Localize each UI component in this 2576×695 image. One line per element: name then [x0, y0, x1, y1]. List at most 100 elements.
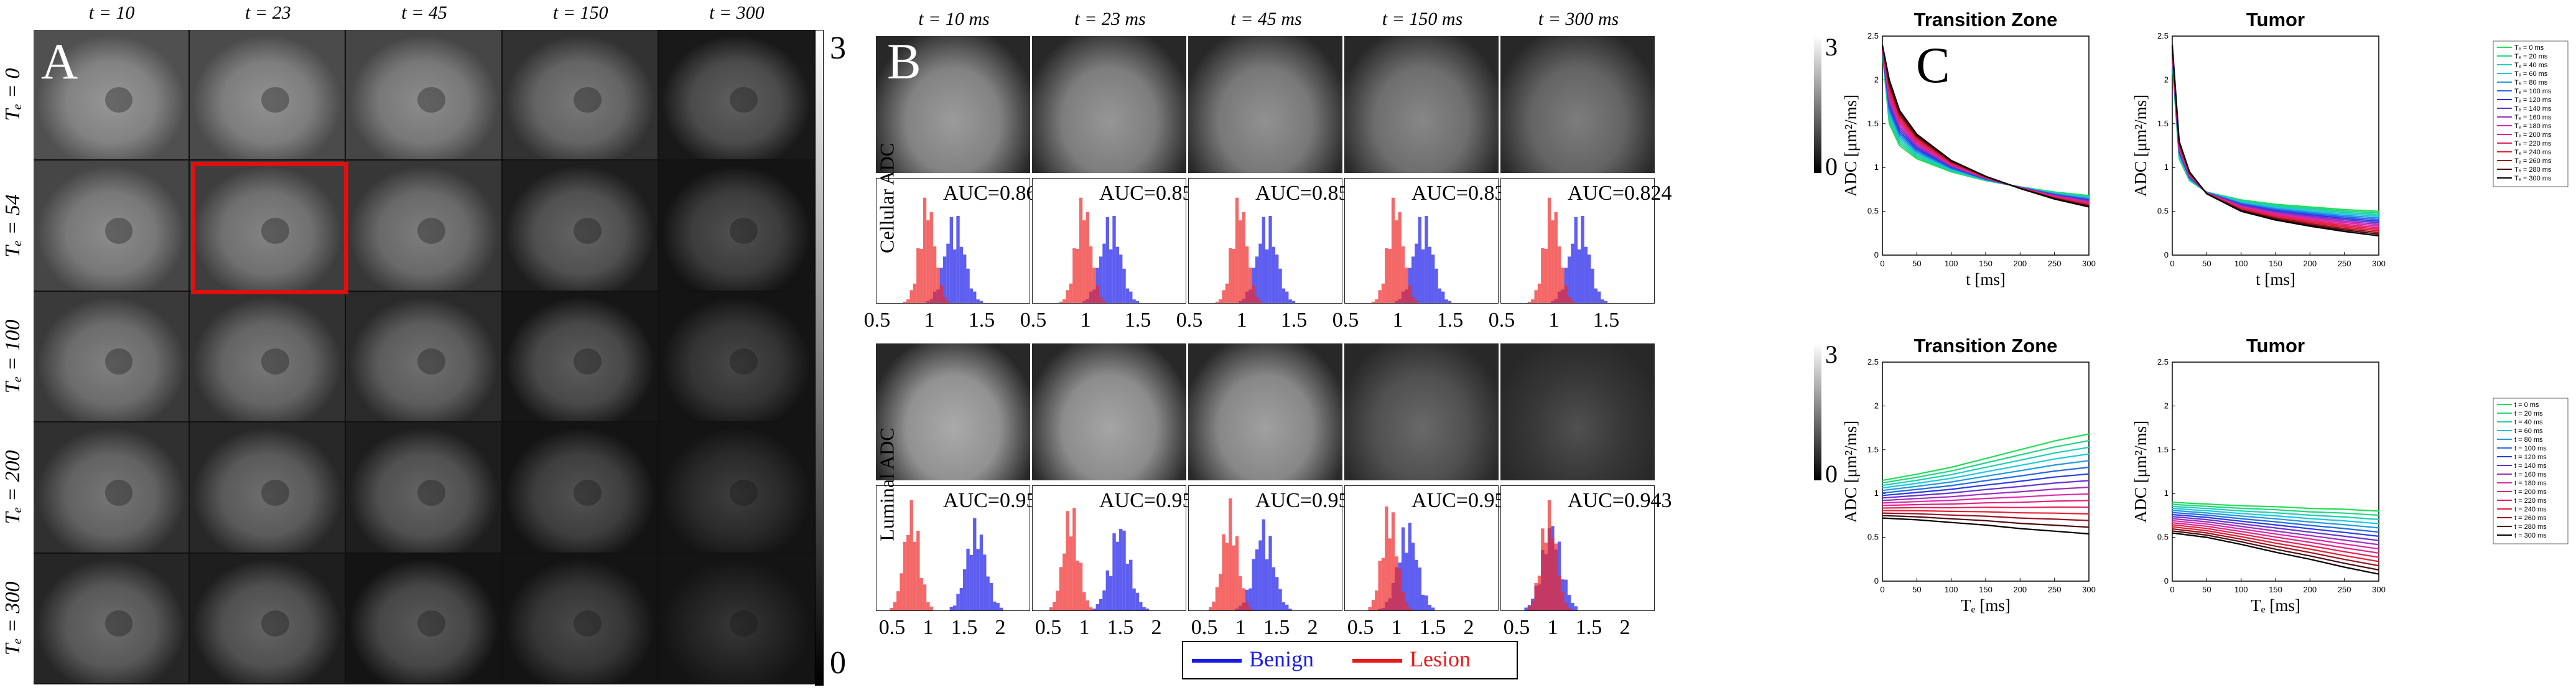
a-col-label: t = 45 [401, 2, 447, 23]
hist-tick: 0.5 [1191, 616, 1218, 639]
x-tick-label: 0 [1880, 585, 1884, 594]
lesion-region [730, 348, 758, 375]
benign-bar [1524, 607, 1528, 610]
legend-entry: t = 280 ms [2514, 523, 2547, 531]
lesion-bar [1541, 248, 1545, 303]
lesion-bar [1544, 543, 1548, 610]
benign-bar [949, 217, 953, 303]
lesion-bar [1388, 248, 1392, 303]
lesion-bar [1245, 246, 1249, 303]
lesion-bar [1235, 197, 1239, 303]
series-line [1882, 460, 2090, 492]
x-tick-label: 300 [2372, 259, 2386, 268]
legend-entry: t = 20 ms [2514, 410, 2543, 417]
lesion-region [105, 348, 133, 375]
benign-bar [1401, 527, 1405, 610]
legend-benign-swatch [1192, 659, 1242, 663]
mri-grid-a [34, 30, 815, 684]
histogram [1032, 178, 1186, 304]
hist-tick: 1.5 [1575, 616, 1602, 639]
benign-bar [1258, 540, 1262, 610]
lesion-bar [1554, 212, 1558, 303]
chart-title: Tumor [2246, 335, 2305, 357]
benign-bar [1574, 217, 1578, 303]
lesion-bar [1557, 576, 1561, 610]
auc-label: AUC=0.950 [1411, 489, 1516, 512]
y-tick-label: 0 [1874, 576, 1879, 585]
histogram-bars [890, 500, 1003, 610]
lesion-bar [1086, 600, 1089, 610]
mri-cell [502, 422, 658, 553]
hist-tick: 1.5 [1124, 309, 1151, 332]
legend-entry: t = 40 ms [2514, 419, 2543, 426]
lesion-bar [1222, 534, 1225, 610]
benign-bar [1245, 589, 1249, 610]
hist-tick: 1.5 [1107, 616, 1134, 639]
mri-cell [346, 291, 501, 422]
b-col-label: t = 300 ms [1538, 9, 1619, 29]
histogram [1032, 485, 1186, 611]
x-tick-label: 250 [2338, 585, 2351, 594]
lesion-bar [906, 534, 910, 610]
colorbar-b-bottom-min: 0 [1825, 460, 1838, 488]
hist-tick: 1.5 [951, 616, 978, 639]
lesion-bar [1567, 608, 1571, 610]
benign-bar [1421, 249, 1425, 303]
benign-bar [1441, 291, 1445, 303]
row-label-cellular: Cellular ADC [875, 143, 898, 253]
y-tick-label: 1.5 [2157, 119, 2169, 128]
series-line [2172, 516, 2379, 541]
lesion-bar [1371, 599, 1375, 610]
lesion-bar [1405, 268, 1408, 303]
histogram [876, 178, 1030, 304]
y-tick-label: 0.5 [1867, 207, 1879, 216]
legend-entry: t = 80 ms [2514, 436, 2543, 444]
benign-bar [1425, 215, 1428, 303]
benign-bar [1285, 604, 1289, 610]
y-tick-label: 0.5 [2157, 533, 2169, 542]
series-line [1881, 44, 2090, 208]
y-tick-label: 2 [2164, 75, 2169, 84]
benign-bar [1564, 579, 1568, 610]
lesion-bar [1235, 536, 1239, 610]
x-tick-label: 250 [2048, 259, 2062, 268]
panel-letter-a: A [41, 33, 78, 90]
x-tick-label: 50 [2202, 259, 2211, 268]
legend-entry: t = 240 ms [2514, 506, 2547, 513]
legend-benign-label: Benign [1249, 646, 1314, 671]
benign-bar [969, 554, 974, 610]
lesion-bar [1076, 561, 1079, 610]
hist-tick: 1 [923, 616, 934, 639]
benign-bar [1434, 268, 1438, 303]
lesion-region [261, 86, 289, 113]
hist-tick: 0.5 [1503, 616, 1530, 639]
lesion-bar [1541, 528, 1545, 610]
lesion-bar [1219, 299, 1222, 303]
legend-entry: t = 160 ms [2514, 471, 2547, 478]
lesion-bar [1567, 297, 1571, 303]
lesion-bar [1554, 543, 1558, 610]
benign-bar [1092, 609, 1096, 610]
benign-bar [1567, 595, 1571, 610]
lesion-region [261, 479, 289, 506]
hist-tick: 2 [995, 616, 1006, 639]
legend-entry: Tₑ = 120 ms [2514, 96, 2552, 104]
lesion-bar [1102, 301, 1106, 303]
series-line [1882, 493, 2090, 504]
benign-bar [1268, 536, 1272, 610]
mri-cell [658, 553, 814, 683]
series-line [2172, 528, 2379, 567]
auc-label: AUC=0.863 [943, 182, 1048, 205]
legend-entry: Tₑ = 220 ms [2514, 140, 2552, 147]
y-tick-label: 1 [1874, 162, 1879, 172]
hist-tick: 2 [1463, 616, 1474, 639]
lesion-bar [1059, 567, 1063, 610]
benign-bar [989, 582, 993, 610]
lesion-bar [1209, 607, 1212, 610]
lesion-bar [1069, 283, 1073, 303]
benign-bar [1248, 588, 1252, 610]
y-tick-label: 1.5 [1867, 119, 1879, 128]
benign-bar [959, 587, 964, 610]
series-line [1882, 446, 2090, 487]
a-row-label: Tₑ = 300 [1, 581, 24, 656]
